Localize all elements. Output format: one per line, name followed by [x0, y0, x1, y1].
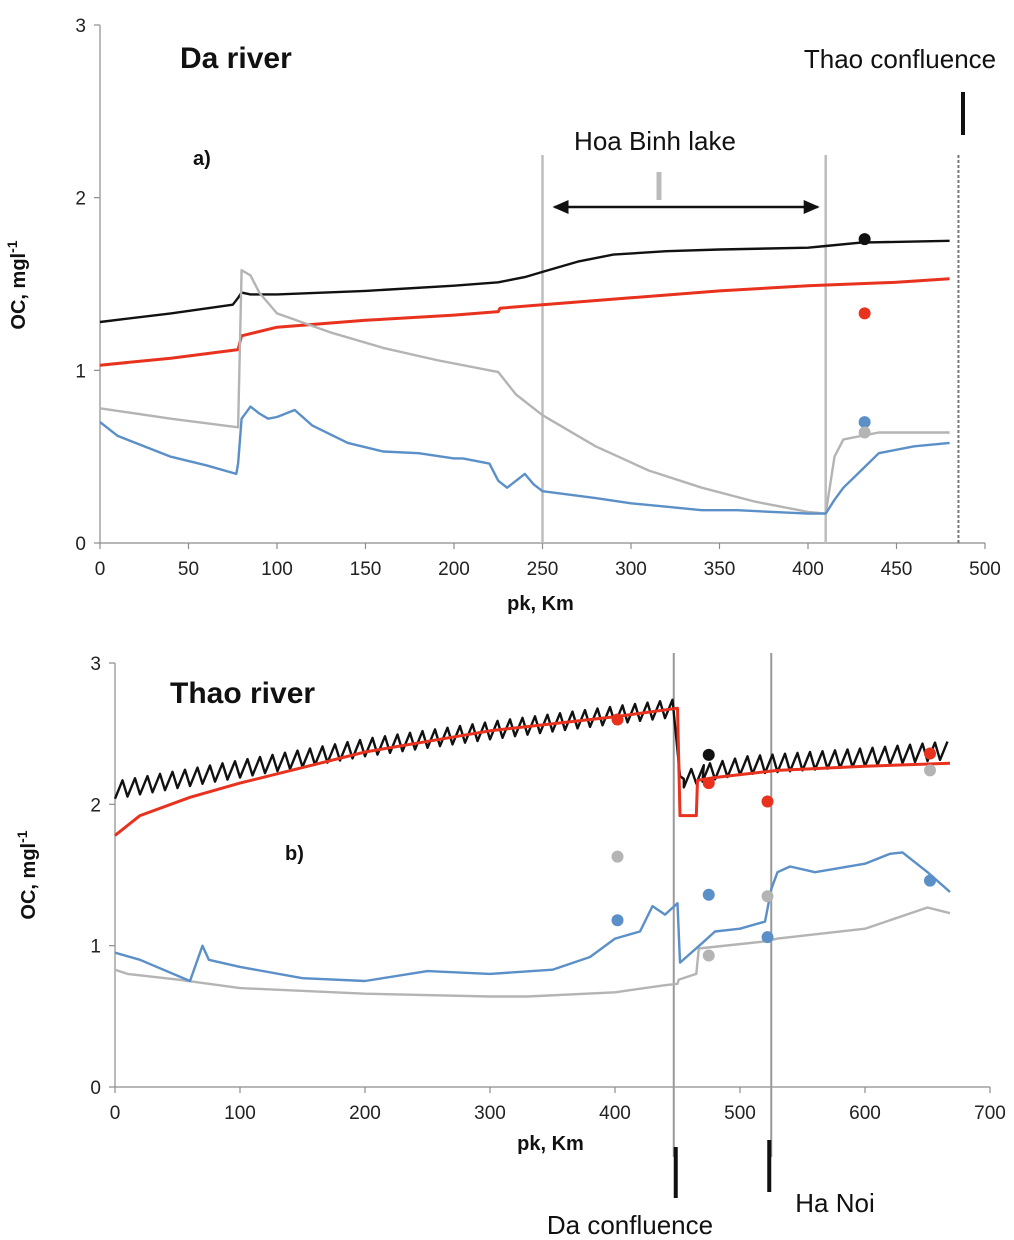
x-tick-label: 350: [704, 559, 736, 580]
observation-point-black: [702, 748, 715, 761]
series-line-blue: [99, 405, 950, 515]
y-tick-label: 3: [75, 16, 86, 37]
chart-panel-1: 0 1 2 3 0 100 200 300 400 500 600 700 pk, Km OC, mgl-…: [14, 653, 1006, 1240]
y-axis-label: OC, mgl-1: [14, 830, 40, 919]
observation-point-blue: [702, 888, 715, 901]
observation-point-gray: [761, 890, 774, 903]
series-line-black: [99, 239, 950, 324]
city-label: Ha Noi: [795, 1188, 874, 1218]
arrow-head-right: [803, 200, 820, 214]
observation-point-red: [858, 307, 871, 320]
x-tick-label: 200: [438, 559, 470, 580]
y-tick-label: 2: [75, 189, 86, 210]
y-axis-label: OC, mgl-1: [4, 240, 30, 329]
observation-point-blue: [761, 931, 774, 944]
series-line-blue: [114, 851, 951, 983]
x-tick-label: 500: [724, 1103, 756, 1124]
x-tick-label: 0: [95, 559, 106, 580]
x-tick-label: 200: [349, 1103, 381, 1124]
y-tick-label: 3: [90, 654, 101, 675]
panel-label: a): [193, 148, 211, 170]
observation-point-blue: [858, 416, 871, 429]
series-line-red: [114, 706, 951, 837]
lake-label: Hoa Binh lake: [574, 126, 736, 156]
observation-point-red: [611, 713, 624, 726]
x-axis-label: pk, Km: [507, 593, 574, 615]
observation-point-red: [924, 747, 936, 760]
observation-point-gray: [702, 949, 715, 962]
y-tick-label: 1: [90, 937, 101, 958]
observation-point-blue: [924, 874, 936, 887]
y-tick-label: 1: [75, 361, 86, 382]
x-tick-label: 400: [599, 1103, 631, 1124]
chart-panel-0: 0 1 2 3 0 50 100 150 200 250 300 350 400 450 500 pk, Km…: [4, 16, 1001, 615]
confluence-label: Da confluence: [547, 1210, 713, 1240]
panel-label: b): [285, 843, 304, 865]
observation-point-red: [761, 795, 774, 808]
y-tick-label: 2: [90, 795, 101, 816]
observation-point-blue: [611, 914, 624, 927]
x-tick-label: 250: [527, 559, 559, 580]
x-tick-label: 300: [474, 1103, 506, 1124]
observation-point-black: [858, 233, 871, 246]
observation-point-red: [702, 777, 715, 790]
arrow-head-left: [552, 200, 569, 214]
x-tick-label: 300: [615, 559, 647, 580]
x-tick-label: 600: [849, 1103, 881, 1124]
y-tick-label: 0: [90, 1078, 101, 1099]
y-tick-label: 0: [75, 534, 86, 555]
series-line-gray: [114, 906, 951, 998]
observation-point-gray: [924, 764, 936, 777]
x-tick-label: 500: [969, 559, 1001, 580]
x-tick-label: 400: [792, 559, 824, 580]
x-tick-label: 150: [350, 559, 382, 580]
x-tick-label: 100: [224, 1103, 256, 1124]
observation-point-gray: [858, 426, 871, 439]
x-tick-label: 50: [178, 559, 199, 580]
x-tick-label: 0: [110, 1103, 121, 1124]
x-tick-label: 100: [261, 559, 293, 580]
series-line-gray: [99, 269, 950, 515]
chart-title: Da river: [180, 42, 292, 75]
x-axis-label: pk, Km: [517, 1133, 584, 1155]
x-tick-label: 450: [881, 559, 913, 580]
observation-point-gray: [611, 850, 624, 863]
chart-title: Thao river: [170, 677, 315, 710]
confluence-label: Thao confluence: [804, 44, 996, 74]
series-line-red: [99, 277, 950, 367]
x-tick-label: 700: [974, 1103, 1006, 1124]
